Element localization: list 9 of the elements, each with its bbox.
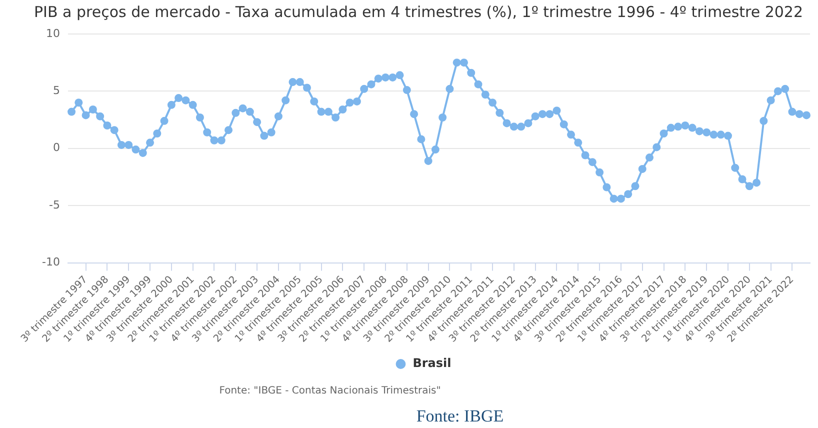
y-tick-label: -10	[42, 256, 60, 269]
source-note: Fonte: IBGE	[416, 406, 504, 426]
legend-label: Brasil	[412, 356, 452, 370]
y-tick-label: 10	[46, 26, 60, 40]
chart-title: PIB a preços de mercado - Taxa acumulada em 4 trimestres (%), 1º trimestre 1996 - 4º trimestre 2022	[34, 2, 804, 21]
y-tick-label: 5	[52, 84, 60, 98]
y-tick-label: -5	[49, 198, 60, 212]
source-note: Fonte: "IBGE - Contas Nacionais Trimestrais"	[219, 386, 441, 397]
y-tick-label: 0	[52, 141, 60, 154]
